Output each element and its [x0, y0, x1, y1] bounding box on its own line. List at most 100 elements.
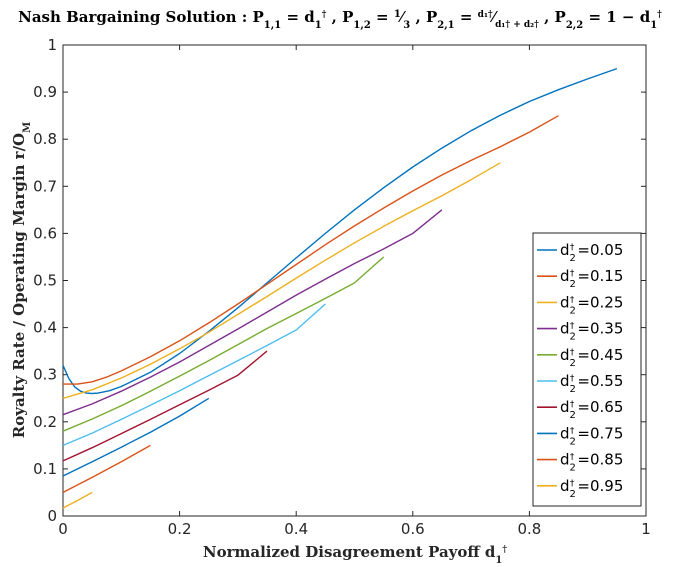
legend-value: =0.35 [577, 320, 623, 338]
title-p12-sub: 1,2 [353, 20, 370, 31]
title-d1-sub: 1 [315, 20, 322, 31]
x-tick-label: 0.8 [517, 520, 541, 538]
x-tick-label: 0.2 [168, 520, 192, 538]
y-tick-label: 0.4 [33, 319, 57, 337]
legend-label: d2† =0.25 [560, 293, 623, 316]
legend-label: d2† =0.65 [560, 398, 623, 421]
chart-title: Nash Bargaining Solution : P1,1 = d1† , … [18, 8, 662, 31]
legend-item: d2† =0.25 [537, 293, 623, 316]
legend-item: d2† =0.35 [537, 320, 623, 343]
legend-symbol: d [560, 451, 570, 469]
x-axis-label: Normalized Disagreement Payoff d1† [203, 543, 508, 566]
x-tick-label: 0.6 [401, 520, 425, 538]
legend-symbol-sub: 2 [570, 253, 576, 264]
legend-symbol: d [560, 241, 570, 259]
title-frac2-den: d₁† + d₂† [495, 20, 539, 30]
title-eq1: = d [286, 8, 315, 26]
legend-symbol-sup: † [570, 243, 575, 253]
legend-label: d2† =0.45 [560, 346, 623, 369]
legend-label: d2† =0.95 [560, 477, 623, 500]
legend-value: =0.95 [577, 477, 623, 495]
series-line-6 [62, 303, 326, 447]
legend-label: d2† =0.35 [560, 320, 623, 343]
legend-symbol-sub: 2 [570, 331, 576, 342]
title-p21-sub: 2,1 [437, 20, 454, 31]
title-p12: , P [332, 8, 354, 26]
y-tick-label: 0.3 [33, 366, 57, 384]
legend-symbol-sub: 2 [570, 279, 576, 290]
title-d1-sub-end: 1 [650, 20, 657, 31]
title-p11-sub: 1,1 [264, 20, 281, 31]
legend-symbol-sup: † [570, 374, 575, 384]
title-p11: P [253, 8, 264, 26]
series-line-5 [62, 256, 385, 432]
legend-value: =0.65 [577, 398, 623, 416]
series-line-1 [62, 67, 618, 395]
y-axis-label-sub: M [22, 122, 33, 133]
title-prefix: Nash Bargaining Solution : [18, 8, 252, 26]
legend-label: d2† =0.05 [560, 241, 623, 264]
title-frac-den: 3 [403, 20, 410, 31]
legend-item: d2† =0.45 [537, 346, 623, 369]
legend-item: d2† =0.95 [537, 477, 623, 500]
legend-symbol: d [560, 477, 570, 495]
y-tick-label: 0.8 [33, 130, 57, 148]
legend-symbol-sup: † [570, 269, 575, 279]
x-tick-label: 0.4 [284, 520, 308, 538]
y-tick-label: 0.9 [33, 83, 57, 101]
legend-value: =0.55 [577, 372, 623, 390]
series-line-8 [62, 397, 210, 477]
series-line-10 [62, 491, 93, 509]
legend-symbol-sub: 2 [570, 488, 576, 499]
series-line-2 [63, 115, 559, 385]
y-tick-label: 0.6 [33, 224, 57, 242]
legend-symbol: d [560, 267, 570, 285]
title-eq4: = 1 − d [588, 8, 650, 26]
legend-item: d2† =0.15 [537, 267, 623, 290]
title-dagger-end: † [657, 10, 662, 20]
legend-item: d2† =0.65 [537, 398, 623, 421]
legend-symbol-sup: † [570, 295, 575, 305]
title-frac-num: 1 [394, 9, 401, 20]
y-axis-label-text: Royalty Rate / Operating Margin r/O [10, 133, 28, 438]
legend-symbol: d [560, 372, 570, 390]
legend-label: d2† =0.55 [560, 372, 623, 395]
legend-symbol-sup: † [570, 348, 575, 358]
legend-label: d2† =0.15 [560, 267, 623, 290]
title-eq3: = [460, 8, 478, 26]
legend-value: =0.25 [577, 293, 623, 311]
legend-box [532, 232, 642, 507]
legend-symbol: d [560, 346, 570, 364]
legend-symbol: d [560, 398, 570, 416]
legend-value: =0.45 [577, 346, 623, 364]
y-tick-label: 0.5 [33, 272, 57, 290]
y-axis-label: Royalty Rate / Operating Margin r/OM [10, 122, 33, 438]
y-tick-label: 0 [47, 507, 57, 525]
title-frac-slash: ⁄ [398, 8, 407, 26]
title-p21: , P [416, 8, 438, 26]
legend-symbol-sup: † [570, 426, 575, 436]
title-eq2: = [376, 8, 394, 26]
legend-symbol: d [560, 293, 570, 311]
legend-value: =0.75 [577, 424, 623, 442]
legend-symbol-sup: † [570, 322, 575, 332]
title-frac2-num: d₁† [478, 10, 493, 20]
axis-ticks: 0 0.2 0.4 0.6 0.8 1 0 0.1 0.2 0.3 0.4 0.5 0.6 0.7 0.8 0… [33, 36, 651, 538]
legend-item: d2† =0.85 [537, 451, 623, 473]
legend-value: =0.15 [577, 267, 623, 285]
legend-symbol-sup: † [570, 479, 575, 489]
y-tick-label: 0.1 [33, 460, 57, 478]
x-axis-label-sub: 1 [495, 555, 502, 566]
legend-symbol-sup: † [570, 453, 575, 463]
x-tick-label: 0 [58, 520, 68, 538]
series-line-7 [62, 350, 268, 462]
legend-value: =0.05 [577, 241, 623, 259]
legend-symbol-sub: 2 [570, 357, 576, 368]
title-p22-sub: 2,2 [566, 20, 583, 31]
series-layer [62, 67, 618, 509]
legend-symbol-sub: 2 [570, 436, 576, 447]
legend-symbol-sub: 2 [570, 462, 576, 473]
